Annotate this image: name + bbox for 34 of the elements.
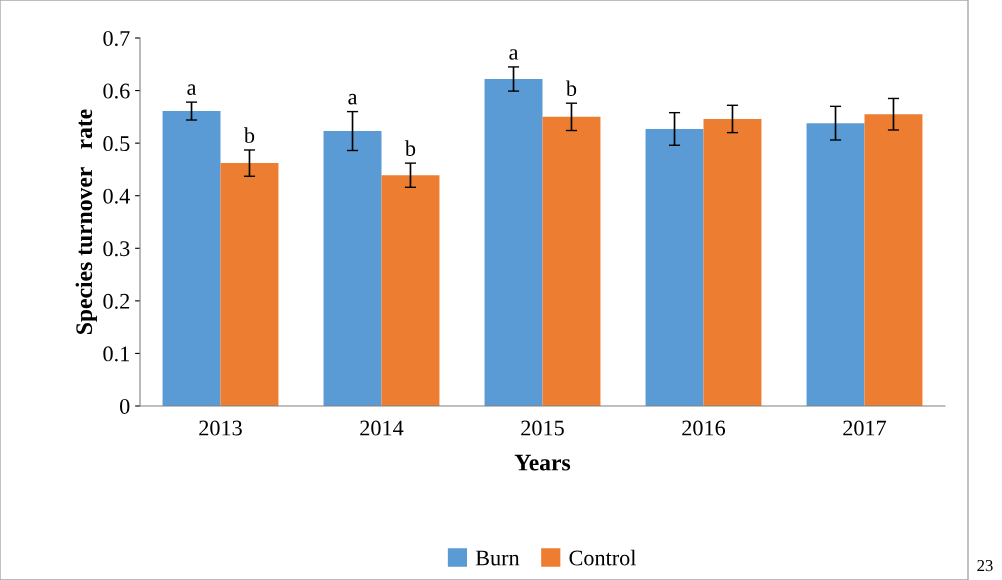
bar [484,79,543,406]
data-label: b [243,127,255,143]
data-label: a [348,93,358,105]
x-axis-title: Years [514,454,571,471]
x-tick-label: 2013 [199,420,242,436]
y-tick-label: 0.5 [103,136,130,152]
bar [703,118,762,406]
text: 23 [977,559,993,572]
bar [542,116,601,406]
bar [645,128,704,406]
y-tick-label: 0.4 [103,188,130,204]
x-tick-label: 2015 [521,420,564,436]
legend-label: Burn [475,550,520,566]
data-label: b [404,140,416,156]
bar [806,123,865,406]
bar [220,163,279,406]
bar [381,175,440,406]
data-label: b [565,80,577,97]
y-tick-label: 0.7 [103,30,130,47]
bar [162,111,221,406]
data-label: a [187,84,197,95]
data-label: a [509,49,519,60]
bar [864,114,923,406]
y-axis-title: Species turnover rate [75,109,97,334]
y-tick-label: 0 [120,398,130,414]
y-tick-label: 0.6 [103,83,130,99]
y-tick-label: 0.2 [103,293,130,309]
x-tick-label: 2017 [843,420,887,436]
legend-label: Control [569,549,637,566]
bar [323,131,382,406]
x-tick-label: 2016 [682,420,726,436]
y-tick-label: 0.1 [103,346,129,362]
y-tick-label: 0.3 [103,241,130,257]
x-tick-label: 2014 [360,420,404,436]
